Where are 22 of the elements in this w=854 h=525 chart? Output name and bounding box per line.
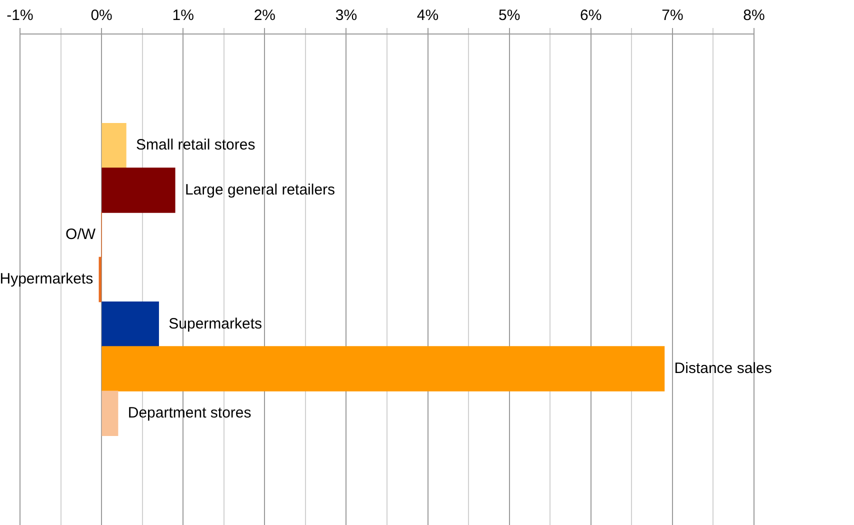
x-tick-label: 7% — [662, 7, 684, 24]
x-tick-label: 1% — [172, 7, 194, 24]
y-tick-label: Hypermarkets — [0, 270, 94, 288]
x-tick-label: 3% — [335, 7, 358, 24]
y-tick-label: Large general retailers — [184, 181, 336, 198]
x-tick-label: 5% — [498, 7, 520, 24]
bar — [102, 168, 176, 213]
y-tick-label: Distance sales — [674, 360, 772, 377]
x-tick-label: 8% — [743, 7, 765, 24]
bar — [102, 390, 118, 436]
x-tick-label: -1% — [6, 7, 34, 24]
x-tick-label: 6% — [580, 7, 602, 24]
x-tick-label: 0% — [90, 7, 112, 24]
y-tick-label: Supermarkets — [168, 315, 262, 332]
y-tick-label: Department stores — [128, 404, 252, 422]
x-tick-label: 2% — [254, 7, 276, 24]
bar — [102, 122, 126, 168]
bar — [102, 346, 665, 392]
bar — [102, 301, 159, 347]
y-tick-label: O/W — [66, 226, 96, 244]
x-tick-label: 4% — [416, 7, 439, 24]
y-tick-label: Small retail stores — [136, 136, 256, 154]
